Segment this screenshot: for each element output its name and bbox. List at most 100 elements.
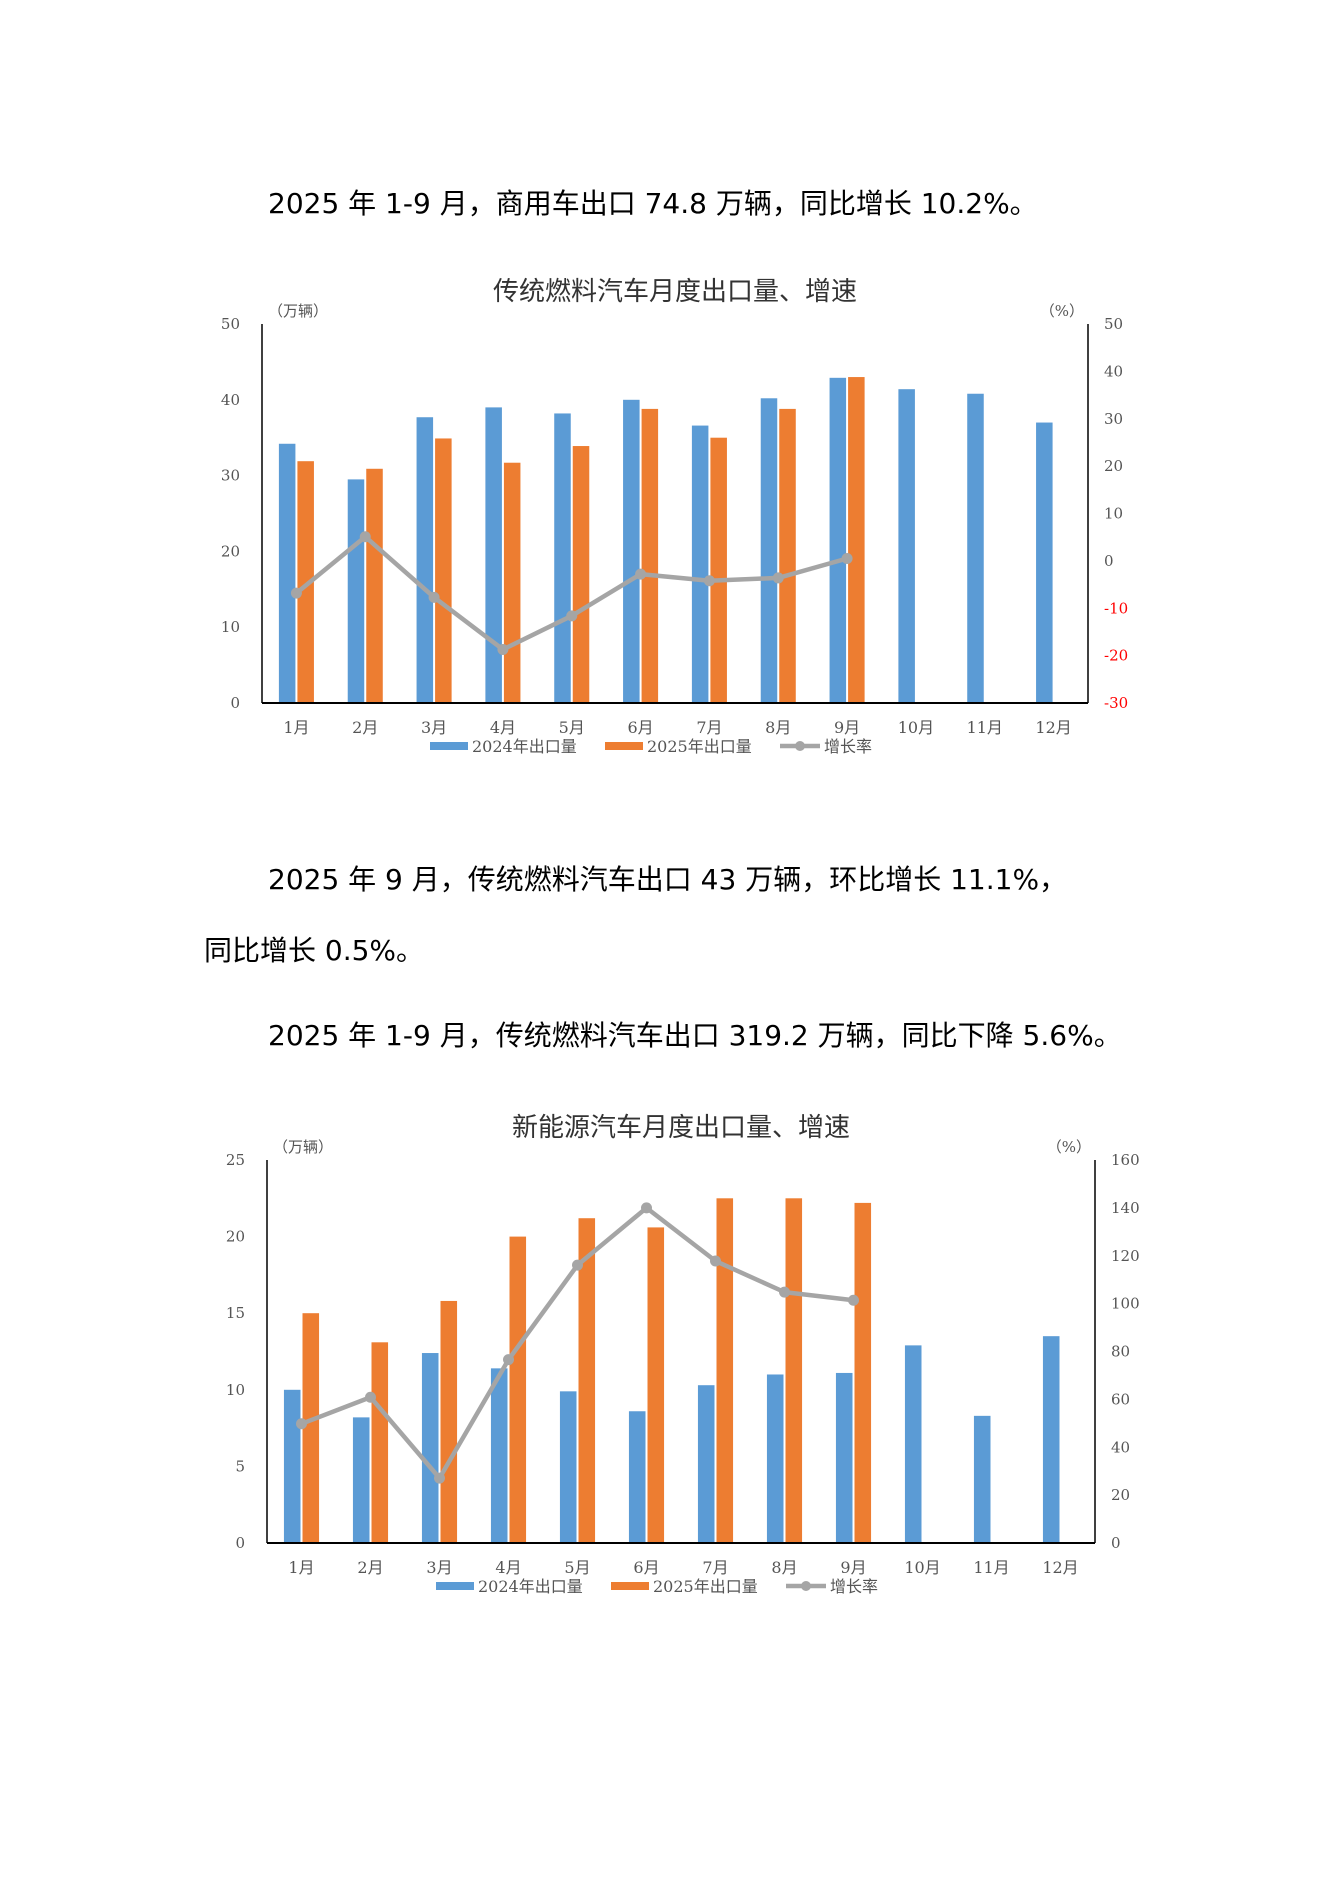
growth-point xyxy=(566,610,578,622)
left-tick-label: 20 xyxy=(221,542,240,560)
x-tick-label: 4月 xyxy=(495,1558,521,1577)
paragraph-commercial-vehicle: 2025 年 1-9 月，商用车出口 74.8 万辆，同比增长 10.2%。 xyxy=(268,187,1038,220)
x-tick-label: 7月 xyxy=(696,718,722,737)
x-tick-label: 6月 xyxy=(627,718,653,737)
right-tick-label: 0 xyxy=(1111,1534,1121,1552)
left-tick-label: 10 xyxy=(221,618,240,636)
chart-traditional-fuel: 传统燃料汽车月度出口量、增速 （万辆） （%） 0 10 20 30 40 50 -30 -20 -1… xyxy=(221,277,1128,756)
left-axis-unit: （万辆） xyxy=(268,302,328,320)
growth-point xyxy=(365,1391,376,1403)
x-tick-label: 3月 xyxy=(421,718,447,737)
right-tick-label: 40 xyxy=(1104,362,1123,380)
right-tick-label: 0 xyxy=(1104,552,1114,570)
bar-2025 xyxy=(848,377,865,703)
right-tick-label: 20 xyxy=(1104,457,1123,475)
bar-2025 xyxy=(779,408,796,703)
bar-2024 xyxy=(490,1368,508,1543)
growth-point xyxy=(503,1354,514,1366)
bar-2025 xyxy=(785,1198,803,1543)
left-tick-label: 0 xyxy=(230,694,240,712)
x-tick-label: 11月 xyxy=(973,1558,1009,1577)
bar-2024 xyxy=(278,443,296,703)
growth-point xyxy=(635,568,647,580)
bar-2025 xyxy=(371,1342,389,1543)
right-tick-label: 60 xyxy=(1111,1390,1130,1408)
left-tick-label: 15 xyxy=(226,1304,245,1322)
bar-2025 xyxy=(440,1300,458,1543)
x-tick-label: 8月 xyxy=(765,718,791,737)
x-tick-label: 10月 xyxy=(898,718,934,737)
left-tick-label: 5 xyxy=(235,1457,245,1475)
growth-point xyxy=(779,1286,790,1298)
left-tick-label: 40 xyxy=(221,391,240,409)
bar-2025 xyxy=(710,437,727,703)
bar-2024 xyxy=(623,399,640,703)
bar-2024 xyxy=(416,417,434,703)
x-tick-label: 8月 xyxy=(771,1558,797,1577)
bar-2024 xyxy=(766,1374,784,1543)
legend-swatch-2024 xyxy=(436,1582,474,1590)
right-tick-label: -30 xyxy=(1104,694,1128,712)
bar-2024 xyxy=(352,1417,370,1543)
legend-label-growth: 增长率 xyxy=(824,737,872,756)
legend-marker-growth xyxy=(795,741,805,751)
bar-2024 xyxy=(835,1372,853,1543)
left-tick-label: 10 xyxy=(226,1381,245,1399)
legend-swatch-2025 xyxy=(611,1582,649,1590)
right-tick-label: 100 xyxy=(1111,1295,1140,1313)
paragraph-sept-traditional: 2025 年 9 月，传统燃料汽车出口 43 万辆，环比增长 11.1%， xyxy=(268,863,1068,896)
right-tick-label: 30 xyxy=(1104,410,1123,428)
bar-2024 xyxy=(485,407,502,703)
bar-2025 xyxy=(297,461,314,703)
right-axis-unit: （%） xyxy=(1047,1138,1091,1156)
bar-2024 xyxy=(1036,422,1053,703)
left-tick-label: 20 xyxy=(226,1228,245,1246)
bar-2025 xyxy=(435,438,452,703)
legend-label-2024: 2024年出口量 xyxy=(472,737,577,756)
bar-2024 xyxy=(1042,1336,1060,1543)
growth-point xyxy=(848,1294,859,1306)
x-tick-label: 5月 xyxy=(564,1558,590,1577)
x-tick-label: 9月 xyxy=(834,718,860,737)
right-tick-label: 20 xyxy=(1111,1486,1130,1504)
growth-point xyxy=(497,643,509,655)
x-tick-label: 4月 xyxy=(490,718,516,737)
bar-2024 xyxy=(697,1385,715,1543)
bar-2024 xyxy=(973,1415,991,1543)
x-tick-label: 3月 xyxy=(426,1558,452,1577)
bar-2025 xyxy=(647,1227,665,1543)
growth-point xyxy=(772,572,784,584)
growth-point xyxy=(710,1255,721,1267)
bar-2024 xyxy=(559,1391,577,1543)
bar-2025 xyxy=(578,1218,596,1543)
bar-2025 xyxy=(854,1202,872,1543)
growth-point xyxy=(641,1202,652,1214)
legend-swatch-2025 xyxy=(605,742,643,750)
bar-2024 xyxy=(283,1389,301,1543)
legend-label-growth: 增长率 xyxy=(830,1577,878,1596)
right-tick-label: -10 xyxy=(1104,599,1128,617)
bar-2025 xyxy=(572,446,590,703)
x-tick-label: 5月 xyxy=(559,718,585,737)
paragraph-ytd-traditional: 2025 年 1-9 月，传统燃料汽车出口 319.2 万辆，同比下降 5.6%… xyxy=(268,1019,1122,1052)
x-tick-label: 2月 xyxy=(357,1558,383,1577)
bar-2025 xyxy=(302,1313,320,1543)
right-tick-label: 10 xyxy=(1104,505,1123,523)
x-tick-label: 12月 xyxy=(1035,718,1071,737)
right-tick-label: 160 xyxy=(1111,1151,1140,1169)
legend-label-2025: 2025年出口量 xyxy=(653,1577,758,1596)
bar-2024 xyxy=(691,425,709,703)
x-tick-label: 2月 xyxy=(352,718,378,737)
chart-new-energy: 新能源汽车月度出口量、增速 （万辆） （%） 0 5 10 15 20 25 0 20 40 60 80 1… xyxy=(226,1113,1140,1596)
legend-label-2025: 2025年出口量 xyxy=(647,737,752,756)
right-tick-label: 120 xyxy=(1111,1247,1140,1265)
x-tick-label: 1月 xyxy=(283,718,309,737)
growth-point xyxy=(359,531,371,543)
x-tick-label: 9月 xyxy=(840,1558,866,1577)
bar-2024 xyxy=(421,1353,439,1543)
legend-marker-growth xyxy=(801,1581,811,1591)
growth-point xyxy=(296,1418,307,1430)
x-tick-label: 12月 xyxy=(1042,1558,1078,1577)
growth-point xyxy=(434,1472,445,1484)
bar-2024 xyxy=(829,377,847,703)
